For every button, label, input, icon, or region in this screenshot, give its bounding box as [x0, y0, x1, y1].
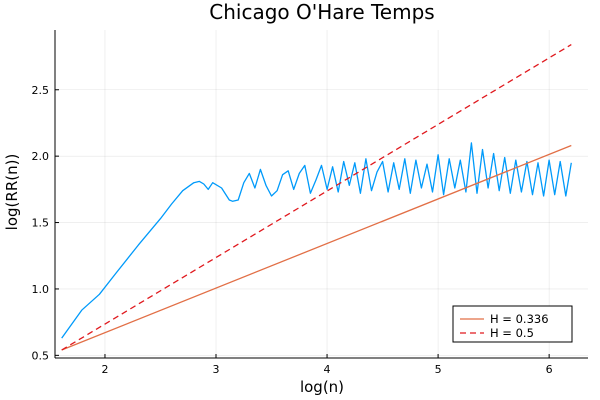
y-tick-label: 0.5 [32, 349, 50, 362]
tick-labels: 2 3 4 5 6 0.5 1.0 1.5 2.0 2.5 [32, 84, 553, 376]
y-tick-label: 2.5 [32, 84, 50, 97]
legend: H = 0.336 H = 0.5 [452, 305, 573, 343]
series-h0336-line [61, 144, 572, 351]
series-rr-line [61, 142, 572, 339]
legend-label-h05: H = 0.5 [490, 326, 534, 340]
x-tick-label: 4 [324, 363, 331, 376]
series-layer [61, 44, 572, 351]
x-axis-label: log(n) [300, 378, 344, 396]
y-tick-label: 1.5 [32, 217, 50, 230]
grid [55, 30, 588, 358]
legend-box [452, 305, 573, 343]
legend-label-h0336: H = 0.336 [490, 312, 549, 326]
y-axis-label: log(RR(n)) [3, 154, 21, 231]
series-h05-line [61, 44, 572, 351]
x-tick-label: 6 [546, 363, 553, 376]
y-tick-label: 2.0 [32, 150, 50, 163]
axes [54, 30, 588, 359]
chart-title: Chicago O'Hare Temps [209, 0, 434, 24]
y-tick-label: 1.0 [32, 283, 50, 296]
x-tick-label: 3 [213, 363, 220, 376]
x-tick-label: 5 [435, 363, 442, 376]
x-tick-label: 2 [101, 363, 108, 376]
